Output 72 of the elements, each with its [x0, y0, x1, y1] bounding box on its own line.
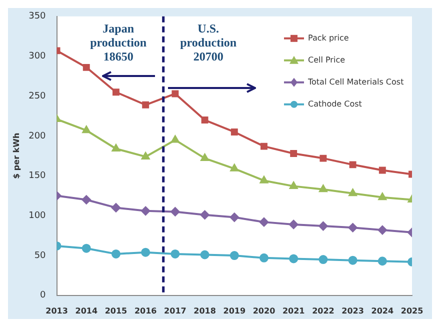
point — [170, 207, 180, 216]
point — [320, 154, 327, 162]
point — [200, 210, 210, 220]
point — [141, 248, 150, 257]
point — [230, 212, 239, 222]
y-tick-label: 200 — [28, 131, 46, 142]
x-tick-label: 2013 — [46, 306, 68, 316]
x-tick-label: 2014 — [75, 306, 98, 316]
point — [378, 192, 386, 200]
point — [111, 203, 120, 212]
x-tick-label: 2017 — [164, 306, 186, 316]
point — [378, 166, 386, 174]
point — [142, 152, 150, 160]
y-axis-title: $ per kWh — [12, 132, 21, 179]
point — [378, 256, 387, 266]
annotation: Japan production 18650 — [90, 21, 147, 64]
point — [290, 150, 298, 157]
legend-label: Total Cell Materials Cost — [307, 77, 404, 86]
point — [378, 226, 387, 235]
x-tick-label: 2020 — [252, 306, 276, 316]
point — [111, 249, 120, 258]
point — [318, 255, 328, 264]
point — [348, 256, 358, 265]
point — [142, 101, 150, 108]
x-tick-label: 2024 — [371, 306, 394, 316]
point — [319, 184, 328, 192]
point — [112, 144, 120, 152]
point — [289, 220, 298, 229]
point — [318, 222, 328, 231]
point — [348, 223, 358, 232]
point — [349, 161, 356, 168]
legend-label: Cell Price — [308, 55, 346, 64]
x-tick-label: 2023 — [342, 306, 364, 316]
y-tick-label: 250 — [28, 91, 46, 102]
x-tick-label: 2015 — [104, 306, 128, 316]
y-tick-label: 0 — [40, 290, 46, 301]
x-tick-label: 2019 — [223, 306, 246, 316]
point — [112, 88, 120, 96]
legend-label: Pack price — [308, 33, 349, 42]
point — [141, 206, 150, 216]
point — [172, 90, 179, 98]
x-tick-label: 2016 — [134, 306, 158, 316]
x-tick-label: 2021 — [282, 306, 306, 316]
legend-label: Cathode Cost — [308, 99, 362, 108]
point — [201, 116, 208, 124]
point — [259, 218, 268, 227]
y-tick-label: 300 — [28, 52, 46, 62]
point — [259, 253, 268, 262]
x-tick-label: 2025 — [400, 306, 424, 316]
point — [230, 251, 239, 260]
point — [171, 135, 180, 143]
point — [230, 164, 238, 172]
point — [82, 64, 90, 71]
point — [230, 128, 238, 136]
point — [82, 244, 91, 253]
x-tick-label: 2018 — [194, 306, 216, 316]
point — [260, 176, 268, 184]
point — [200, 154, 209, 162]
x-tick-label: 2022 — [312, 306, 334, 316]
point — [82, 195, 91, 204]
point — [170, 249, 180, 258]
point — [260, 142, 268, 150]
point — [348, 188, 357, 196]
point — [200, 250, 210, 260]
point — [82, 126, 90, 134]
y-tick-label: 100 — [28, 211, 46, 222]
y-tick-label: 50 — [34, 250, 46, 261]
y-tick-label: 150 — [28, 171, 46, 182]
annotation: U.S. production 20700 — [180, 21, 237, 64]
point — [290, 182, 298, 189]
y-tick-label: 350 — [28, 12, 46, 22]
point — [289, 254, 298, 264]
